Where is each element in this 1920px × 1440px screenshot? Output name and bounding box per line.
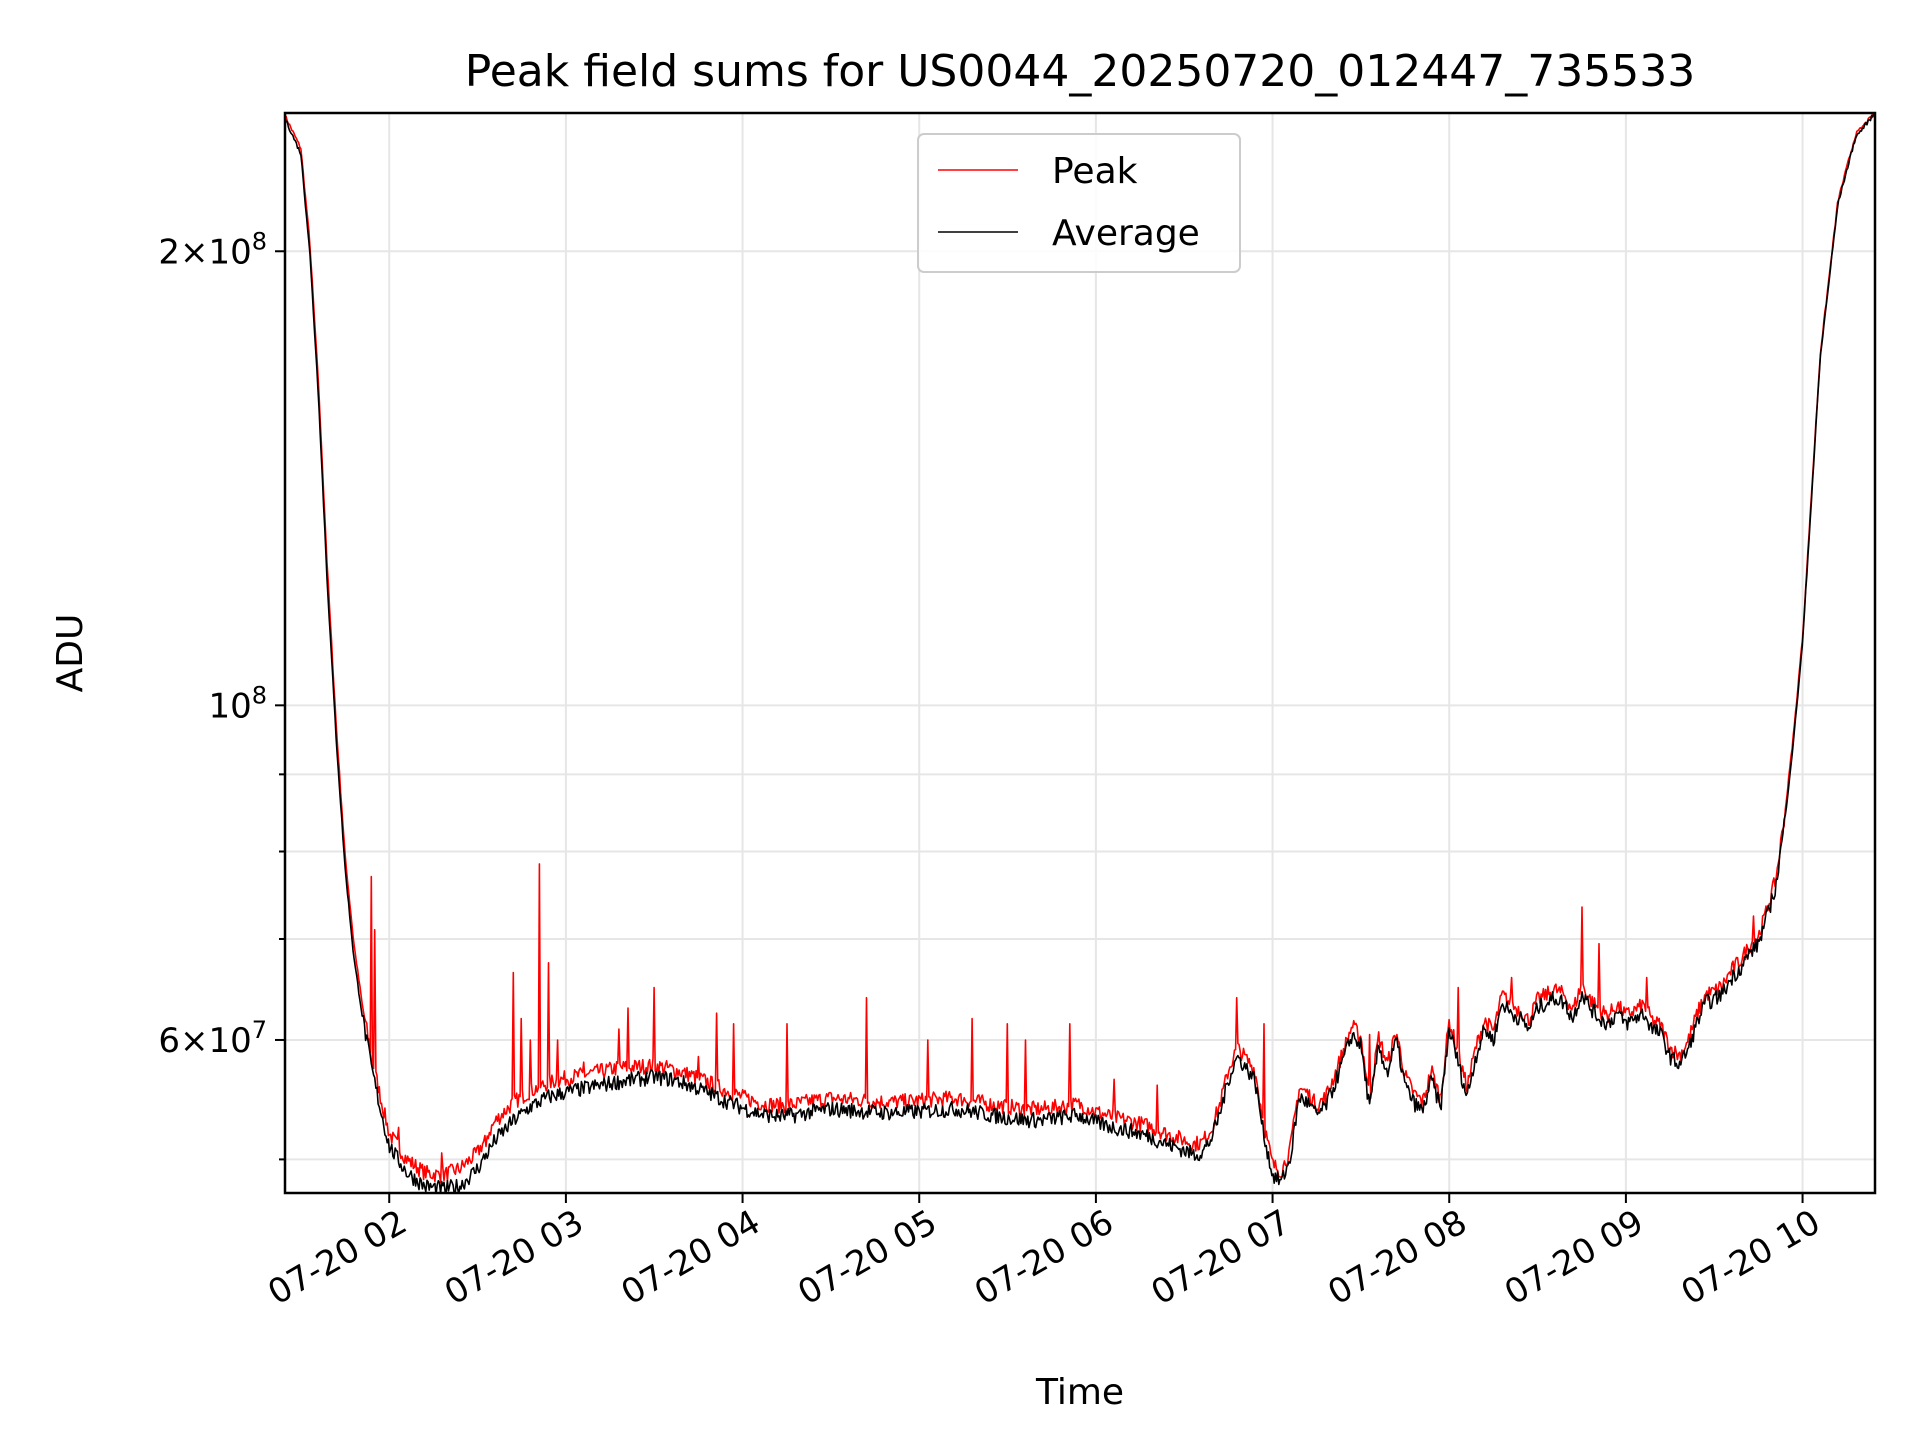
legend-box — [917, 133, 1241, 273]
series-line-average — [285, 113, 1875, 1193]
legend-label-peak: Peak — [1052, 151, 1138, 192]
series-layer — [285, 113, 1875, 1193]
y-tick-label: 6×107 — [158, 1016, 267, 1061]
grid — [285, 113, 1875, 1193]
chart-title: Peak field sums for US0044_20250720_0124… — [465, 46, 1695, 97]
x-axis-label: Time — [1035, 1372, 1124, 1413]
legend: Peak Average — [917, 133, 1241, 273]
y-axis: 6×107 108 2×108 — [158, 227, 285, 1161]
y-tick-label: 2×108 — [158, 227, 267, 272]
legend-label-average: Average — [1052, 213, 1200, 254]
plot-frame — [283, 111, 1877, 1195]
series-line-peak — [285, 113, 1875, 1184]
y-tick-label: 108 — [208, 681, 267, 726]
y-axis-label: ADU — [50, 614, 91, 693]
